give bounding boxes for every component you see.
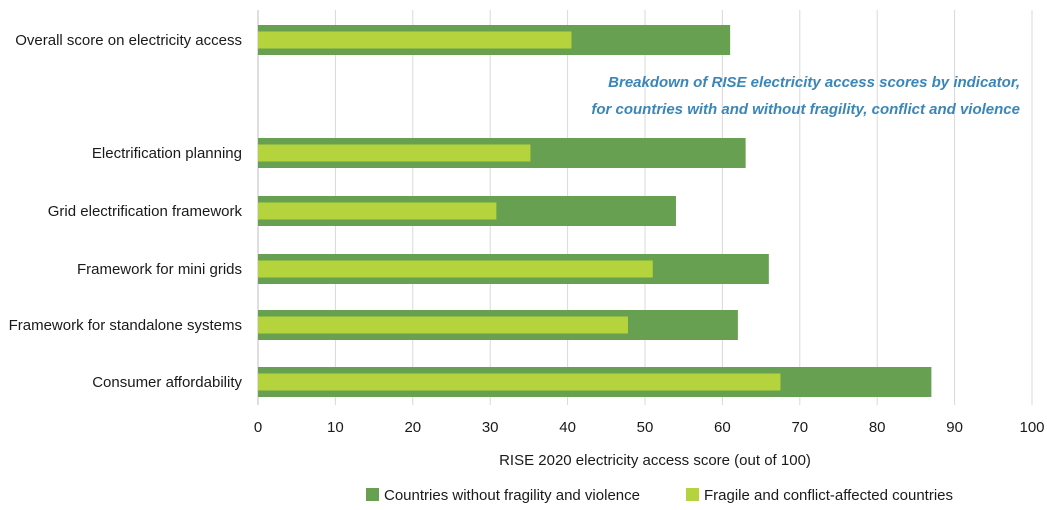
x-tick-60: 60 (714, 419, 731, 436)
bar-inner-2 (258, 202, 497, 220)
legend-label-series-2: Fragile and conflict-affected countries (704, 487, 953, 504)
category-label-4: Framework for standalone systems (9, 317, 242, 334)
category-label-2: Grid electrification framework (48, 203, 243, 220)
x-tick-80: 80 (869, 419, 886, 436)
category-label-3: Framework for mini grids (77, 261, 242, 278)
bar-inner-5 (258, 373, 781, 391)
category-labels: Overall score on electricity access Elect… (9, 32, 243, 391)
x-tick-50: 50 (637, 419, 654, 436)
category-label-0: Overall score on electricity access (15, 32, 242, 49)
legend: Countries without fragility and violence… (366, 487, 953, 504)
legend-swatch-series-2 (686, 488, 699, 501)
bar-inner-3 (258, 260, 653, 278)
x-tick-70: 70 (791, 419, 808, 436)
legend-label-series-1: Countries without fragility and violence (384, 487, 640, 504)
bar-inner-1 (258, 144, 531, 162)
annotation-line-1: Breakdown of RISE electricity access sco… (608, 74, 1020, 91)
annotation-line-2: for countries with and without fragility… (591, 101, 1020, 118)
x-tick-40: 40 (559, 419, 576, 436)
x-axis-title: RISE 2020 electricity access score (out … (499, 452, 811, 469)
category-label-5: Consumer affordability (92, 374, 242, 391)
bars (258, 25, 932, 397)
x-tick-30: 30 (482, 419, 499, 436)
annotation: Breakdown of RISE electricity access sco… (591, 74, 1020, 118)
x-tick-labels: 0 10 20 30 40 50 60 70 80 90 100 (254, 419, 1045, 436)
x-tick-10: 10 (327, 419, 344, 436)
x-tick-0: 0 (254, 419, 262, 436)
legend-swatch-series-1 (366, 488, 379, 501)
category-label-1: Electrification planning (92, 145, 242, 162)
x-tick-20: 20 (404, 419, 421, 436)
x-tick-100: 100 (1019, 419, 1044, 436)
x-tick-90: 90 (946, 419, 963, 436)
bar-inner-0 (258, 31, 572, 49)
bar-inner-4 (258, 316, 628, 334)
